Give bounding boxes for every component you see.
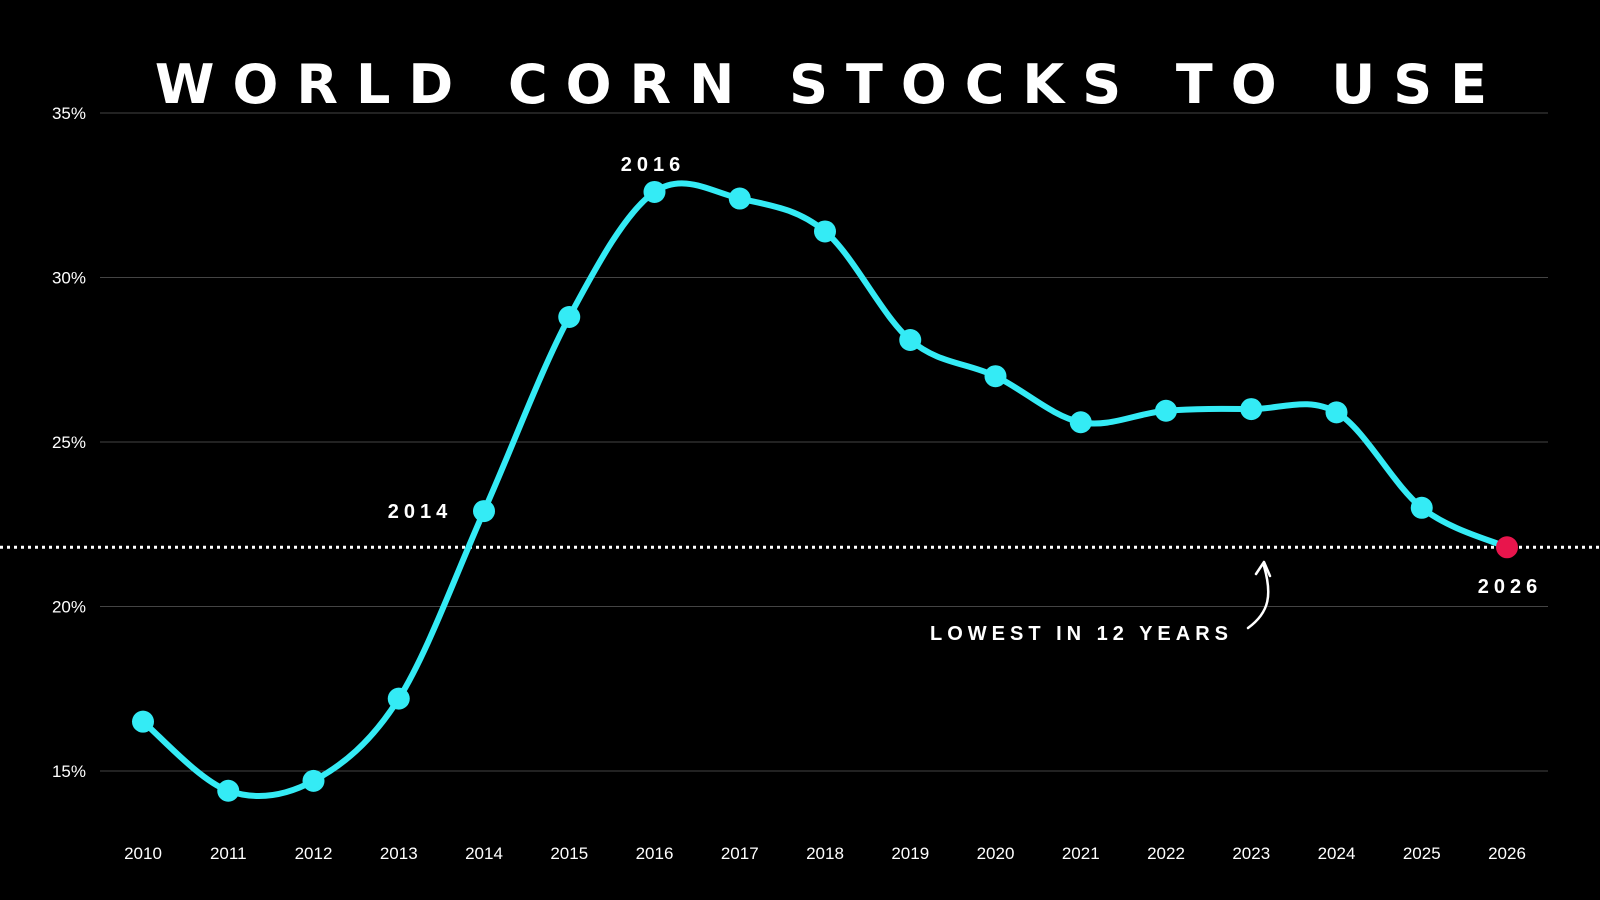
x-tick-label: 2017: [721, 844, 759, 863]
x-tick-label: 2012: [295, 844, 333, 863]
lowest-annotation: LOWEST IN 12 YEARS: [930, 623, 1233, 645]
x-tick-label: 2010: [124, 844, 162, 863]
data-point: [387, 687, 410, 710]
y-tick-label: 25%: [52, 433, 86, 452]
x-tick-label: 2018: [806, 844, 844, 863]
data-point: [1325, 401, 1348, 424]
x-tick-label: 2019: [891, 844, 929, 863]
data-point: [473, 500, 495, 523]
data-point: [1069, 411, 1092, 434]
data-point: [814, 220, 836, 243]
data-point: [1240, 398, 1263, 421]
data-point: [1155, 399, 1177, 422]
data-point: [984, 365, 1007, 388]
y-tick-label: 15%: [52, 762, 86, 781]
y-tick-label: 35%: [52, 104, 86, 123]
x-tick-label: 2013: [380, 844, 418, 863]
annotation-arrow: [1246, 560, 1272, 630]
x-tick-label: 2023: [1232, 844, 1270, 863]
x-tick-label: 2016: [636, 844, 674, 863]
x-tick-label: 2011: [210, 844, 247, 863]
y-axis-ticks: 15% 20% 25% 30% 35%: [52, 104, 86, 781]
x-tick-label: 2025: [1403, 844, 1441, 863]
callout-2026: 2026: [1478, 576, 1543, 598]
y-tick-label: 20%: [52, 598, 86, 617]
x-tick-label: 2020: [977, 844, 1015, 863]
x-tick-label: 2015: [550, 844, 588, 863]
callout-2016: 2016: [621, 154, 686, 176]
data-point: [1410, 496, 1433, 519]
data-point: [217, 779, 240, 802]
chart-title: WORLD CORN STOCKS TO USE: [155, 53, 1505, 116]
series-group: [140, 180, 1510, 799]
data-point: [899, 329, 922, 352]
x-tick-label: 2021: [1062, 844, 1100, 863]
data-point: [643, 180, 666, 203]
data-point: [728, 187, 751, 210]
x-axis-ticks: 2010 2011 2012 2013 2014 2015 2016 2017 2018 2019…: [124, 844, 1526, 863]
data-points: [132, 180, 1518, 802]
data-point: [558, 305, 581, 328]
grid-lines: [100, 112, 1548, 772]
data-point: [132, 710, 154, 733]
x-tick-label: 2024: [1318, 844, 1356, 863]
x-tick-label: 2022: [1147, 844, 1185, 863]
y-tick-label: 30%: [52, 269, 86, 288]
x-tick-label: 2014: [465, 844, 503, 863]
series-line: [140, 180, 1510, 799]
data-point: [302, 769, 325, 792]
x-tick-label: 2026: [1488, 844, 1526, 863]
callout-2014: 2014: [388, 501, 453, 523]
data-point-highlight: [1496, 536, 1518, 559]
